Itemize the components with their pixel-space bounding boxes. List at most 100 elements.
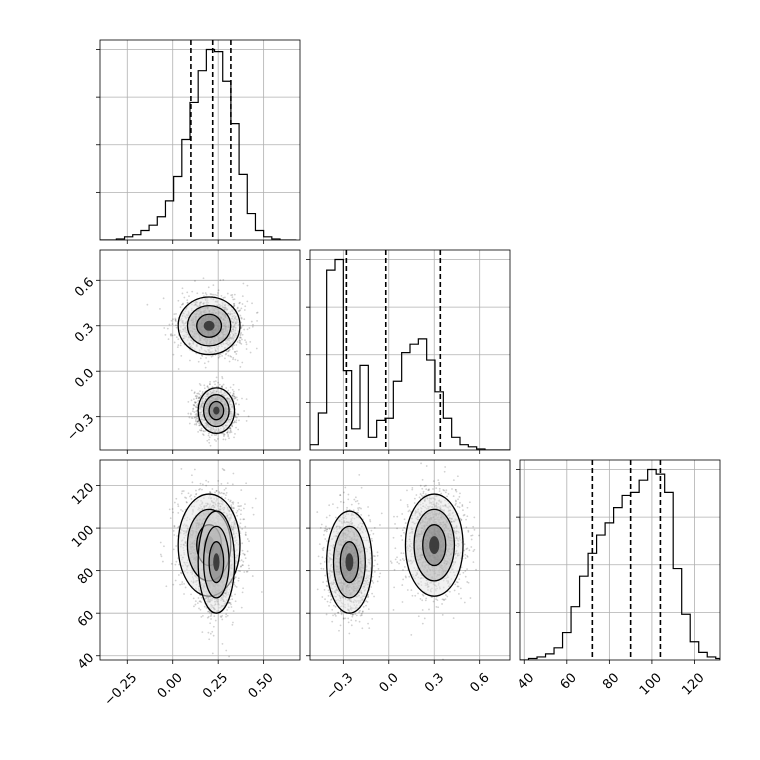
- scatter-point: [209, 490, 211, 493]
- scatter-point: [247, 564, 250, 567]
- scatter-point: [244, 503, 246, 506]
- scatter-point: [237, 413, 240, 416]
- scatter-point: [207, 631, 210, 634]
- scatter-point: [174, 319, 177, 321]
- scatter-point: [244, 525, 247, 528]
- scatter-point: [194, 420, 197, 423]
- scatter-point: [193, 404, 196, 406]
- scatter-point: [190, 498, 193, 500]
- scatter-point: [202, 430, 205, 432]
- scatter-point: [214, 383, 216, 386]
- scatter-point: [242, 518, 245, 521]
- scatter-point: [174, 563, 177, 566]
- scatter-point: [252, 323, 254, 326]
- scatter-point: [226, 609, 229, 611]
- scatter-point: [176, 346, 179, 348]
- scatter-point: [179, 306, 182, 309]
- scatter-point: [230, 294, 232, 297]
- scatter-point: [195, 397, 198, 400]
- scatter-point: [165, 585, 168, 588]
- scatter-point: [194, 395, 197, 398]
- scatter-point: [199, 600, 202, 603]
- scatter-point: [240, 559, 243, 562]
- scatter-point: [225, 387, 228, 389]
- scatter-point: [236, 307, 239, 310]
- scatter-point: [212, 455, 214, 457]
- scatter-point: [208, 638, 211, 641]
- scatter-point: [238, 403, 240, 406]
- scatter-point: [171, 508, 174, 510]
- scatter-point: [245, 348, 248, 350]
- scatter-point: [243, 554, 246, 556]
- scatter-point: [195, 422, 198, 425]
- scatter-point: [209, 444, 212, 447]
- scatter-point: [207, 434, 210, 437]
- scatter-point: [232, 394, 234, 397]
- scatter-point: [233, 344, 235, 347]
- scatter-point: [235, 421, 238, 424]
- scatter-point: [255, 347, 258, 350]
- scatter-point: [218, 383, 221, 386]
- scatter-point: [175, 336, 178, 339]
- scatter-point: [243, 571, 246, 573]
- scatter-point: [239, 332, 242, 335]
- scatter-point: [240, 316, 243, 319]
- scatter-point: [256, 311, 259, 314]
- scatter-point: [223, 296, 226, 299]
- scatter-point: [235, 419, 238, 422]
- histogram-panel-1: [306, 249, 511, 454]
- scatter-point: [233, 507, 235, 510]
- scatter-point: [195, 410, 198, 413]
- scatter-point: [260, 591, 263, 593]
- scatter-point: [229, 427, 232, 429]
- scatter-point: [215, 434, 217, 436]
- scatter-point: [197, 397, 200, 399]
- scatter-point: [233, 302, 236, 305]
- scatter-point: [241, 542, 244, 545]
- scatter-point: [196, 414, 199, 417]
- scatter-point: [197, 392, 200, 395]
- scatter-point: [180, 467, 183, 470]
- scatter-point: [231, 507, 234, 510]
- scatter-point: [237, 579, 240, 582]
- scatter-point: [224, 438, 227, 441]
- scatter-point: [233, 420, 236, 423]
- scatter-point: [196, 404, 199, 406]
- scatter-point: [195, 493, 197, 496]
- scatter-point: [159, 308, 161, 310]
- density-contour: [213, 406, 220, 415]
- scatter-point: [186, 299, 189, 302]
- scatter-point: [233, 293, 236, 296]
- scatter-point: [164, 334, 167, 336]
- scatter-point: [187, 401, 190, 403]
- scatter-point: [204, 429, 207, 432]
- scatter-point: [204, 292, 207, 294]
- scatter-point: [195, 395, 198, 397]
- scatter-point: [197, 597, 200, 599]
- scatter-point: [175, 324, 177, 327]
- scatter-point: [173, 341, 176, 344]
- scatter-point: [244, 339, 246, 342]
- scatter-point: [231, 395, 234, 397]
- scatter-point: [178, 563, 181, 566]
- scatter-point: [235, 353, 238, 355]
- scatter-point: [248, 567, 250, 570]
- scatter-point: [188, 422, 191, 425]
- scatter-point: [236, 514, 239, 517]
- panel-frame: [99, 249, 301, 451]
- scatter-point: [173, 334, 176, 336]
- scatter-point: [207, 286, 210, 289]
- scatter-point: [240, 337, 242, 339]
- scatter-point: [242, 282, 245, 285]
- scatter-point: [193, 416, 196, 419]
- scatter-point: [218, 491, 221, 493]
- scatter-point: [179, 583, 181, 586]
- scatter-point: [172, 583, 175, 586]
- scatter-point: [229, 386, 232, 389]
- scatter-point: [242, 587, 245, 590]
- scatter-point: [239, 340, 242, 342]
- scatter-point: [245, 398, 248, 401]
- scatter-point: [173, 501, 176, 504]
- scatter-point: [228, 360, 231, 363]
